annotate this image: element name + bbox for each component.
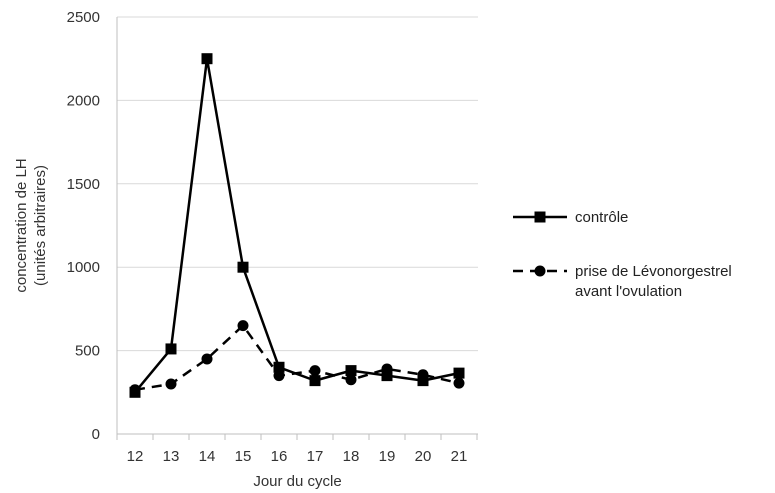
x-tick-label: 15: [235, 448, 252, 465]
square-data-point: [201, 53, 213, 65]
square-data-point: [237, 261, 249, 273]
x-tick-label: 14: [199, 448, 216, 465]
series-line: [134, 57, 460, 394]
y-tick-label: 2000: [67, 92, 100, 109]
square-data-point: [417, 375, 429, 387]
series-line: [134, 324, 460, 392]
x-tick-label: 21: [451, 448, 468, 465]
legend-square-marker: [534, 211, 546, 223]
series-controle: [129, 53, 465, 398]
y-tick-label: 0: [92, 426, 100, 443]
circle-data-point: [165, 378, 177, 390]
circle-data-point: [273, 370, 285, 382]
y-tick-label: 1500: [67, 176, 100, 193]
y-axis-title-line-1: concentration de LH: [13, 158, 30, 292]
square-data-point: [453, 367, 465, 379]
square-data-point: [273, 361, 285, 373]
x-axis-title: Jour du cycle: [253, 473, 341, 490]
axes: [116, 17, 478, 440]
x-tick-label: 18: [343, 448, 360, 465]
x-tick-label: 19: [379, 448, 396, 465]
y-tick-label: 2500: [67, 9, 100, 26]
y-tick-label: 500: [75, 343, 100, 360]
x-tick-label: 13: [163, 448, 180, 465]
legend-label: contrôle: [575, 209, 628, 226]
legend-label: prise de Lévonorgestrel: [575, 263, 732, 280]
tick-labels: 0 500 1000 1500 2000 2500 12 13 14 15 16 17 18 19 20 21: [67, 9, 468, 465]
square-data-point: [129, 386, 141, 398]
square-data-point: [309, 375, 321, 387]
y-axis-title-line-2: (unités arbitraires): [32, 165, 49, 286]
square-data-point: [165, 343, 177, 355]
legend-circle-marker: [534, 265, 546, 277]
circle-data-point: [309, 365, 321, 377]
legend-item: contrôle: [513, 209, 628, 226]
x-tick-label: 16: [271, 448, 288, 465]
circle-data-point: [201, 353, 213, 365]
series-levonorgestrel: [129, 320, 465, 396]
x-tick-label: 20: [415, 448, 432, 465]
square-data-point: [345, 365, 357, 377]
circle-data-point: [345, 374, 357, 386]
x-tick-label: 12: [127, 448, 144, 465]
circle-data-point: [237, 320, 249, 332]
data-series: [129, 53, 465, 398]
y-tick-label: 1000: [67, 259, 100, 276]
circle-data-point: [453, 377, 465, 389]
legend: contrôle prise de Lévonorgestrel avant l'o…: [513, 209, 732, 300]
legend-item: prise de Lévonorgestrel avant l'ovulation: [513, 263, 732, 300]
legend-label: avant l'ovulation: [575, 283, 682, 300]
gridlines: [117, 16, 478, 352]
x-tick-label: 17: [307, 448, 324, 465]
square-data-point: [381, 370, 393, 382]
